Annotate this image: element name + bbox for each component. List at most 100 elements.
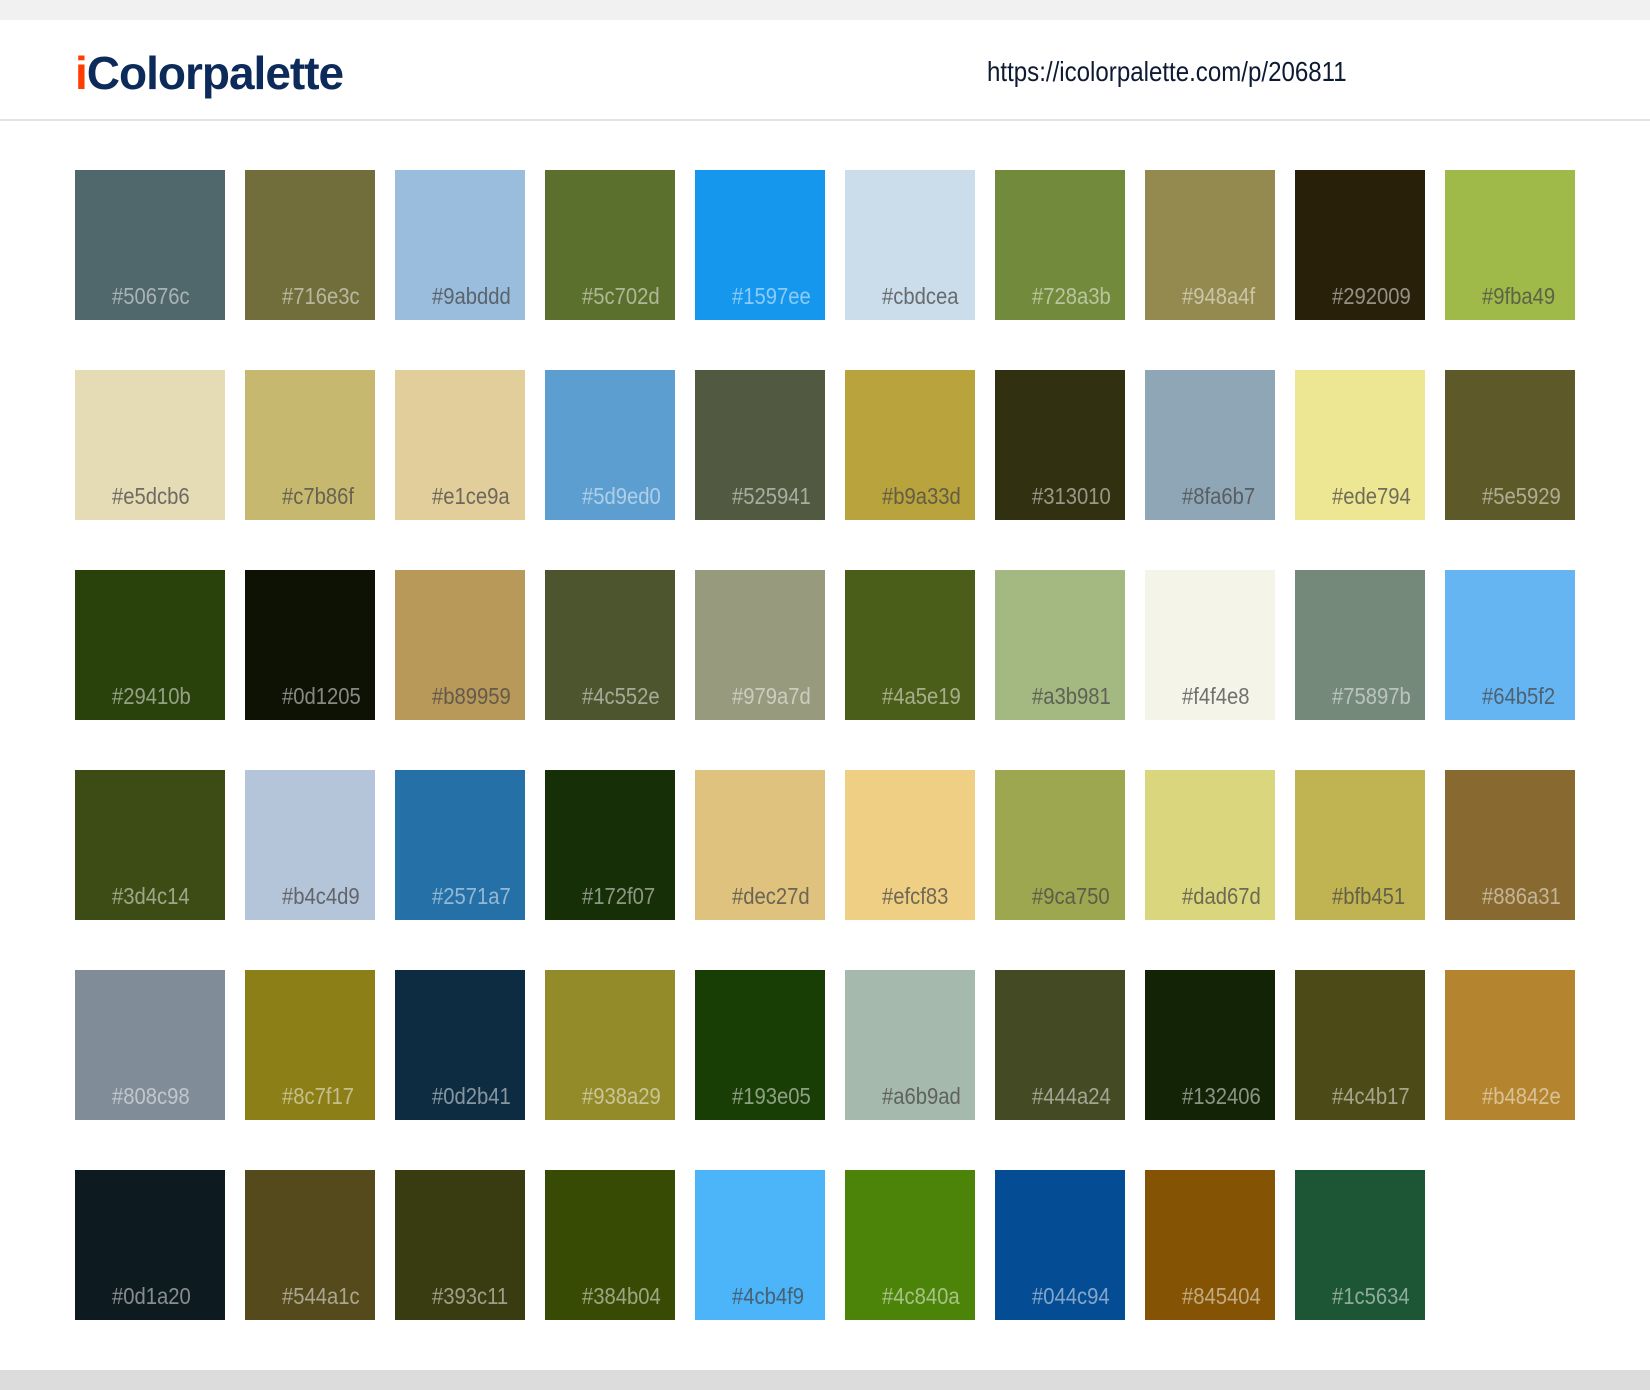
color-swatch[interactable]: #193e05 bbox=[695, 970, 825, 1120]
color-swatch[interactable]: #c7b86f bbox=[245, 370, 375, 520]
swatch-hex-label: #b89959 bbox=[432, 683, 511, 709]
color-swatch[interactable]: #5c702d bbox=[545, 170, 675, 320]
swatch-hex-label: #9abddd bbox=[432, 283, 511, 309]
swatch-hex-label: #5c702d bbox=[582, 283, 660, 309]
color-swatch[interactable]: #a6b9ad bbox=[845, 970, 975, 1120]
color-swatch[interactable]: #4c552e bbox=[545, 570, 675, 720]
palette-url[interactable]: https://icolorpalette.com/p/206811 bbox=[987, 56, 1347, 87]
color-swatch[interactable]: #384b04 bbox=[545, 1170, 675, 1320]
color-swatch[interactable]: #e1ce9a bbox=[395, 370, 525, 520]
color-swatch[interactable]: #5e5929 bbox=[1445, 370, 1575, 520]
color-swatch[interactable]: #29410b bbox=[75, 570, 225, 720]
color-swatch[interactable]: #938a29 bbox=[545, 970, 675, 1120]
color-swatch[interactable]: #845404 bbox=[1145, 1170, 1275, 1320]
swatch-hex-label: #8c7f17 bbox=[282, 1083, 355, 1109]
color-swatch[interactable]: #044c94 bbox=[995, 1170, 1125, 1320]
swatch-hex-label: #f4f4e8 bbox=[1182, 683, 1250, 709]
swatch-hex-label: #5d9ed0 bbox=[582, 483, 661, 509]
color-swatch[interactable]: #808c98 bbox=[75, 970, 225, 1120]
color-swatch[interactable]: #9ca750 bbox=[995, 770, 1125, 920]
top-bar bbox=[0, 0, 1650, 20]
swatch-hex-label: #716e3c bbox=[282, 283, 360, 309]
color-swatch[interactable]: #f4f4e8 bbox=[1145, 570, 1275, 720]
logo[interactable]: iColorpalette bbox=[75, 46, 344, 100]
color-swatch[interactable]: #0d1a20 bbox=[75, 1170, 225, 1320]
color-swatch[interactable]: #948a4f bbox=[1145, 170, 1275, 320]
color-swatch[interactable]: #544a1c bbox=[245, 1170, 375, 1320]
swatch-hex-label: #948a4f bbox=[1182, 283, 1256, 309]
color-swatch[interactable]: #a3b981 bbox=[995, 570, 1125, 720]
color-swatch[interactable]: #b89959 bbox=[395, 570, 525, 720]
color-swatch[interactable]: #b9a33d bbox=[845, 370, 975, 520]
color-swatch[interactable]: #979a7d bbox=[695, 570, 825, 720]
swatch-hex-label: #1597ee bbox=[732, 283, 811, 309]
color-swatch[interactable]: #b4842e bbox=[1445, 970, 1575, 1120]
swatch-hex-label: #0d2b41 bbox=[432, 1083, 511, 1109]
color-swatch[interactable]: #716e3c bbox=[245, 170, 375, 320]
color-swatch[interactable]: #2571a7 bbox=[395, 770, 525, 920]
swatch-hex-label: #4cb4f9 bbox=[732, 1283, 805, 1309]
swatch-hex-label: #5e5929 bbox=[1482, 483, 1561, 509]
color-swatch[interactable]: #cbdcea bbox=[845, 170, 975, 320]
swatch-hex-label: #efcf83 bbox=[882, 883, 949, 909]
color-swatch[interactable]: #4c840a bbox=[845, 1170, 975, 1320]
color-swatch[interactable]: #393c11 bbox=[395, 1170, 525, 1320]
swatch-hex-label: #b9a33d bbox=[882, 483, 961, 509]
swatch-hex-label: #bfb451 bbox=[1332, 883, 1406, 909]
swatch-hex-label: #4c840a bbox=[882, 1283, 960, 1309]
color-swatch[interactable]: #8fa6b7 bbox=[1145, 370, 1275, 520]
color-swatch[interactable]: #e5dcb6 bbox=[75, 370, 225, 520]
swatch-hex-label: #384b04 bbox=[582, 1283, 661, 1309]
color-swatch[interactable]: #4c4b17 bbox=[1295, 970, 1425, 1120]
header: iColorpalette https://icolorpalette.com/… bbox=[0, 20, 1650, 121]
swatch-hex-label: #4a5e19 bbox=[882, 683, 961, 709]
color-swatch[interactable]: #444a24 bbox=[995, 970, 1125, 1120]
color-swatch[interactable]: #132406 bbox=[1145, 970, 1275, 1120]
swatch-hex-label: #0d1205 bbox=[282, 683, 361, 709]
swatch-hex-label: #393c11 bbox=[432, 1283, 509, 1309]
color-swatch[interactable]: #3d4c14 bbox=[75, 770, 225, 920]
swatch-hex-label: #132406 bbox=[1182, 1083, 1261, 1109]
logo-i: i bbox=[75, 47, 88, 99]
color-swatch[interactable]: #728a3b bbox=[995, 170, 1125, 320]
swatch-hex-label: #b4842e bbox=[1482, 1083, 1561, 1109]
color-swatch[interactable]: #0d2b41 bbox=[395, 970, 525, 1120]
swatch-hex-label: #50676c bbox=[112, 283, 190, 309]
color-swatch[interactable]: #ede794 bbox=[1295, 370, 1425, 520]
swatch-hex-label: #dec27d bbox=[732, 883, 810, 909]
color-swatch[interactable]: #dad67d bbox=[1145, 770, 1275, 920]
swatch-hex-label: #544a1c bbox=[282, 1283, 360, 1309]
color-swatch[interactable]: #1c5634 bbox=[1295, 1170, 1425, 1320]
swatch-hex-label: #845404 bbox=[1182, 1283, 1261, 1309]
color-swatch[interactable]: #525941 bbox=[695, 370, 825, 520]
color-swatch[interactable]: #efcf83 bbox=[845, 770, 975, 920]
color-swatch[interactable]: #4a5e19 bbox=[845, 570, 975, 720]
swatch-hex-label: #292009 bbox=[1332, 283, 1411, 309]
color-swatch[interactable]: #4cb4f9 bbox=[695, 1170, 825, 1320]
color-swatch[interactable]: #313010 bbox=[995, 370, 1125, 520]
swatch-hex-label: #525941 bbox=[732, 483, 811, 509]
swatch-hex-label: #e5dcb6 bbox=[112, 483, 190, 509]
swatch-hex-label: #4c552e bbox=[582, 683, 660, 709]
color-swatch[interactable]: #8c7f17 bbox=[245, 970, 375, 1120]
color-swatch[interactable]: #172f07 bbox=[545, 770, 675, 920]
color-swatch[interactable]: #9fba49 bbox=[1445, 170, 1575, 320]
color-swatch[interactable]: #886a31 bbox=[1445, 770, 1575, 920]
color-swatch[interactable]: #50676c bbox=[75, 170, 225, 320]
color-swatch[interactable]: #dec27d bbox=[695, 770, 825, 920]
color-swatch[interactable]: #1597ee bbox=[695, 170, 825, 320]
swatch-hex-label: #9fba49 bbox=[1482, 283, 1556, 309]
swatch-hex-label: #c7b86f bbox=[282, 483, 355, 509]
color-swatch[interactable]: #b4c4d9 bbox=[245, 770, 375, 920]
color-swatch[interactable]: #64b5f2 bbox=[1445, 570, 1575, 720]
swatch-hex-label: #64b5f2 bbox=[1482, 683, 1556, 709]
color-swatch[interactable]: #5d9ed0 bbox=[545, 370, 675, 520]
swatch-hex-label: #ede794 bbox=[1332, 483, 1411, 509]
color-swatch[interactable]: #9abddd bbox=[395, 170, 525, 320]
color-swatch[interactable]: #75897b bbox=[1295, 570, 1425, 720]
swatch-hex-label: #193e05 bbox=[732, 1083, 811, 1109]
color-swatch[interactable]: #bfb451 bbox=[1295, 770, 1425, 920]
color-swatch[interactable]: #292009 bbox=[1295, 170, 1425, 320]
swatch-hex-label: #313010 bbox=[1032, 483, 1111, 509]
color-swatch[interactable]: #0d1205 bbox=[245, 570, 375, 720]
